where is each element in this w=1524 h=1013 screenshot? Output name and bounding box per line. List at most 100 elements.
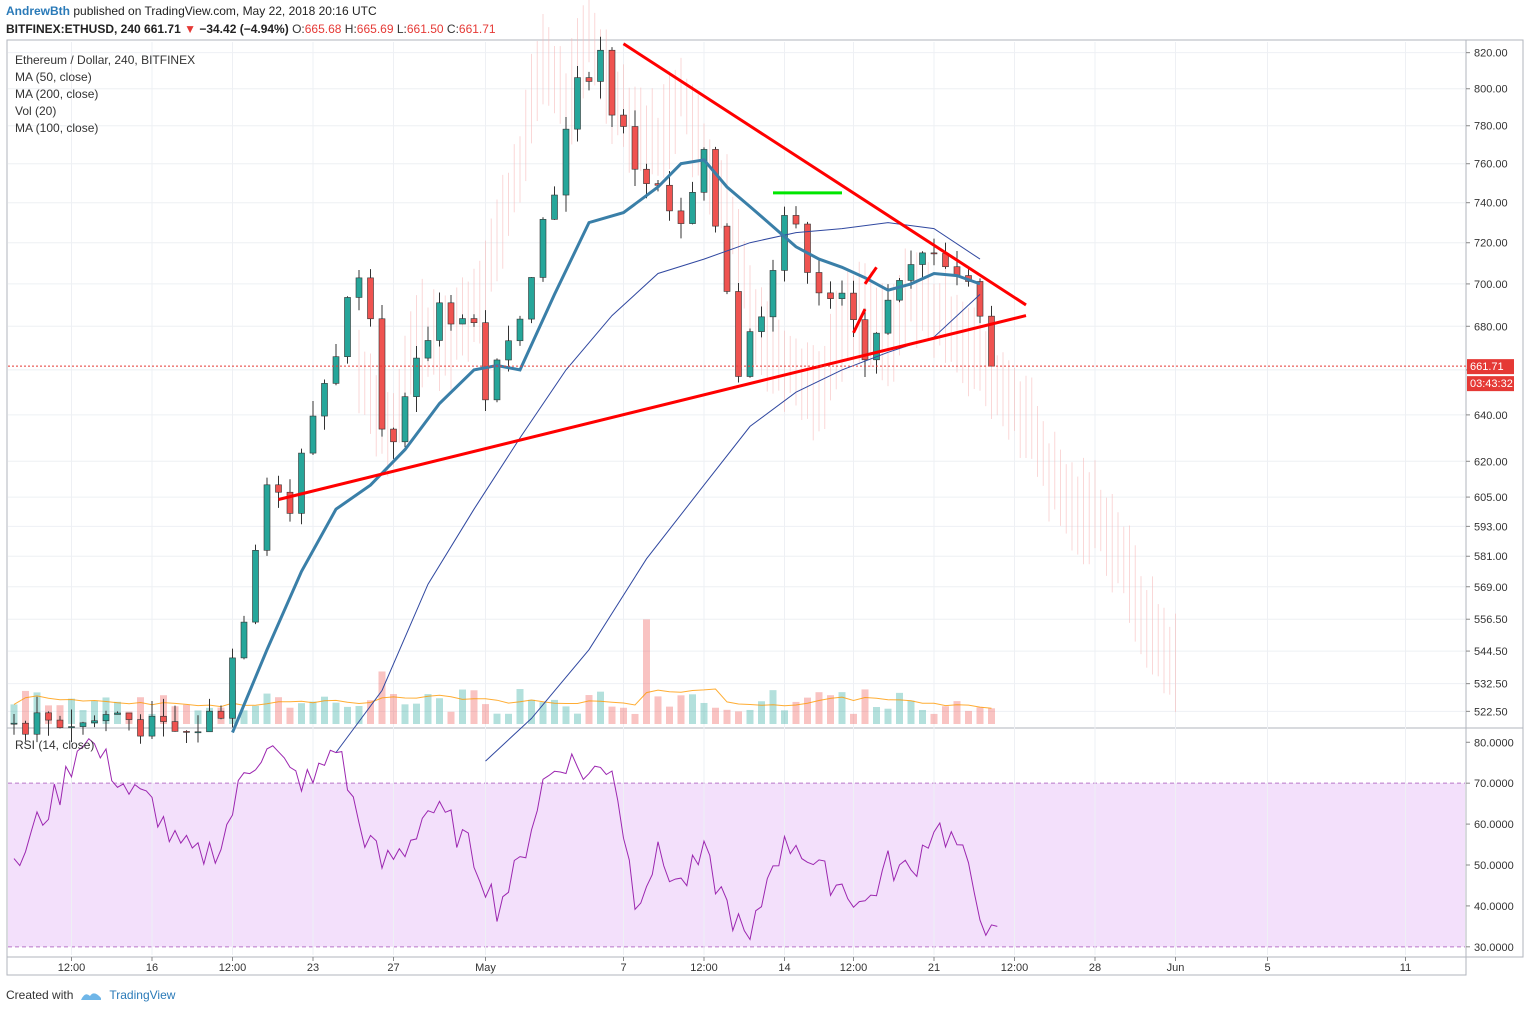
candle-body xyxy=(125,712,133,720)
candle-body xyxy=(229,657,236,719)
candle-body xyxy=(608,49,616,116)
high-value: 665.69 xyxy=(356,22,394,36)
candle-body xyxy=(240,621,248,659)
candle-body xyxy=(275,484,282,493)
rsi-tick-label: 30.0000 xyxy=(1474,942,1514,954)
candle-body xyxy=(735,291,742,377)
time-tick-label: 21 xyxy=(928,962,940,974)
candle-body xyxy=(447,302,455,325)
volume-bar xyxy=(505,713,512,724)
tradingview-logo-icon[interactable] xyxy=(79,988,103,1002)
chart-canvas[interactable]: 820.00 800.00 780.00 760.00 740.00 720.00 700.… xyxy=(0,0,1524,985)
candle-body xyxy=(919,252,926,265)
candle-body xyxy=(10,722,18,725)
price-tick-label: 532.50 xyxy=(1474,679,1508,691)
volume-bar xyxy=(459,689,466,724)
volume-bar xyxy=(390,694,397,724)
candle-body xyxy=(459,318,466,325)
price-pane[interactable] xyxy=(6,39,1467,729)
candle-body xyxy=(574,77,581,130)
open-value: 665.68 xyxy=(304,22,342,36)
price-tick-label: 605.00 xyxy=(1474,492,1508,504)
publish-info: published on TradingView.com, May 22, 20… xyxy=(73,4,377,18)
time-axis-panel[interactable] xyxy=(6,956,1467,976)
volume-bar xyxy=(240,710,248,724)
time-tick-label: 7 xyxy=(620,962,626,974)
rsi-line xyxy=(13,737,998,941)
candle-body xyxy=(712,149,719,227)
candle-body xyxy=(390,428,397,443)
down-arrow-icon: ▼ xyxy=(184,22,196,36)
legend-ma50[interactable]: MA (50, close) xyxy=(15,70,92,84)
volume-bar xyxy=(447,711,455,724)
publish-header: AndrewBth published on TradingView.com, … xyxy=(0,0,1524,40)
upper-trendline[interactable] xyxy=(622,42,1027,307)
volume-bar xyxy=(482,704,489,724)
price-tick-label: 593.00 xyxy=(1474,521,1508,533)
legend-rsi[interactable]: RSI (14, close) xyxy=(15,738,94,752)
publish-line: AndrewBth published on TradingView.com, … xyxy=(6,4,377,18)
time-tick-label: 12:00 xyxy=(219,962,247,974)
volume-bar xyxy=(263,693,271,724)
candle-body xyxy=(286,491,294,514)
tradingview-link[interactable]: TradingView xyxy=(109,988,176,1002)
candle-body xyxy=(22,722,29,735)
candle-body xyxy=(367,277,374,320)
candle-body xyxy=(815,272,823,294)
countdown-badge-text: 03:43:32 xyxy=(1470,378,1513,390)
rsi-axis-panel[interactable] xyxy=(1465,727,1524,958)
candle-body xyxy=(217,710,225,719)
volume-bar xyxy=(988,708,995,724)
volume-bar xyxy=(838,692,846,724)
candle-body xyxy=(769,270,777,318)
volume-bar xyxy=(585,695,593,724)
volume-bar xyxy=(666,706,673,724)
lower-trendline[interactable] xyxy=(278,314,1027,501)
legend-ma100[interactable]: MA (100, close) xyxy=(15,121,98,135)
volume-ma-line xyxy=(13,688,992,709)
price-tick-label: 556.50 xyxy=(1474,614,1508,626)
rsi-band xyxy=(8,783,1465,947)
price-tick-label: 640.00 xyxy=(1474,410,1508,422)
candle-body xyxy=(33,712,41,735)
legend-ma200[interactable]: MA (200, close) xyxy=(15,87,98,101)
candle-body xyxy=(758,316,765,332)
trend-lines[interactable] xyxy=(278,42,1027,501)
candle-body xyxy=(585,77,593,82)
volume-bar xyxy=(597,691,604,724)
candle-body xyxy=(137,719,144,737)
volume-bar xyxy=(332,702,340,724)
volume-bar xyxy=(252,705,259,724)
legend-vol[interactable]: Vol (20) xyxy=(15,104,56,118)
price-tick-label: 620.00 xyxy=(1474,456,1508,468)
volume-bar xyxy=(608,706,616,724)
author-link[interactable]: AndrewBth xyxy=(6,4,70,18)
rsi-tick-label: 60.0000 xyxy=(1474,819,1514,831)
candle-body xyxy=(689,192,696,224)
volume-bar xyxy=(850,713,857,724)
time-tick-label: 5 xyxy=(1264,962,1270,974)
price-tick-label: 820.00 xyxy=(1474,48,1508,60)
candle-body xyxy=(321,383,328,417)
volume-bar xyxy=(631,713,639,724)
candle-body xyxy=(114,712,121,715)
price-tick-label: 780.00 xyxy=(1474,121,1508,133)
last-price: 661.71 xyxy=(144,22,181,36)
price-change: −34.42 (−4.94%) xyxy=(199,22,289,36)
price-tick-label: 740.00 xyxy=(1474,198,1508,210)
candle-body xyxy=(160,715,167,722)
short-trend-2[interactable] xyxy=(852,308,867,334)
volume-bar xyxy=(355,706,363,724)
short-trend-1[interactable] xyxy=(863,266,878,285)
volume-bar xyxy=(919,709,926,724)
volume-bar xyxy=(792,701,800,724)
candle-body xyxy=(804,223,811,273)
candle-body xyxy=(723,225,731,292)
volume-bar xyxy=(815,692,823,724)
volume-bar xyxy=(976,707,984,724)
candle-body xyxy=(562,128,570,196)
volume-bar xyxy=(574,713,581,724)
price-badge-text: 661.71 xyxy=(1470,361,1504,373)
candle-body xyxy=(781,215,788,271)
volume-bar xyxy=(183,704,190,724)
